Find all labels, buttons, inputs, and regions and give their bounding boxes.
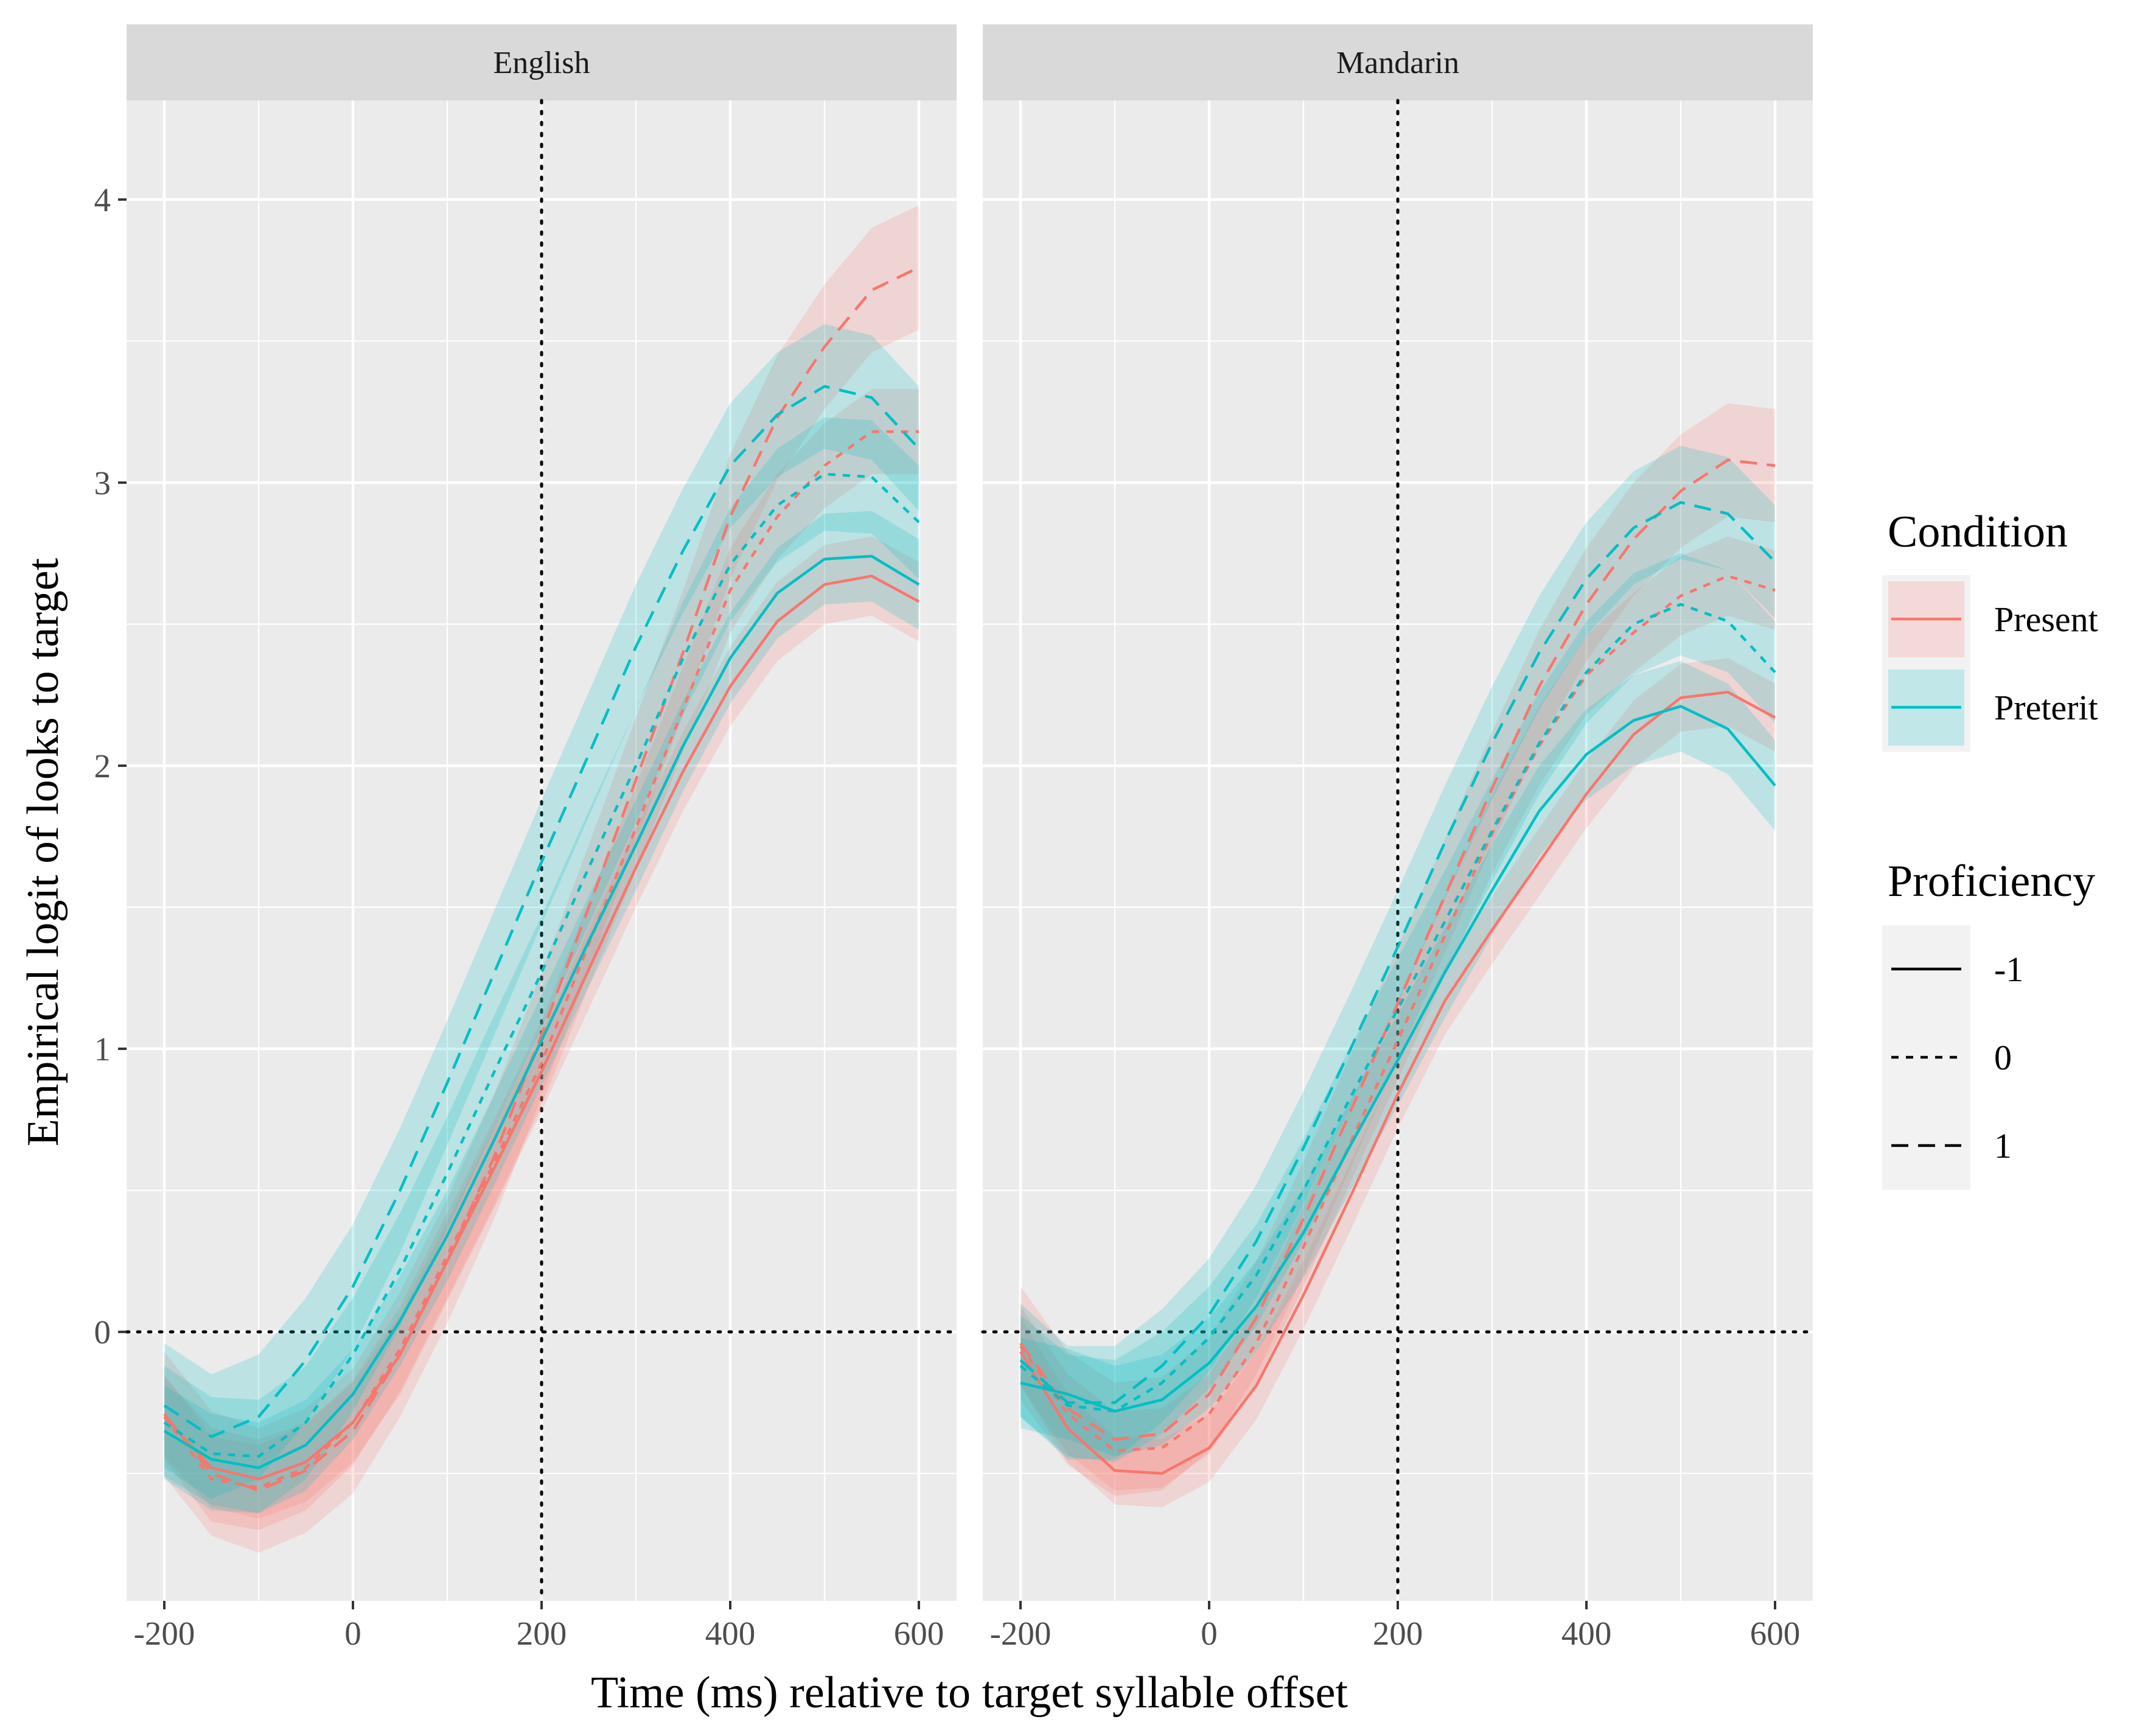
x-tick-label: 400 xyxy=(1561,1615,1612,1652)
x-tick-label: 600 xyxy=(1750,1615,1801,1652)
x-tick-label: 0 xyxy=(344,1615,361,1652)
legend-proficiency-keys: -1 0 1 xyxy=(1882,925,2023,1190)
ribbon-preterit-prof-neg1 xyxy=(164,511,919,1513)
legend-title-condition: Condition xyxy=(1888,507,2068,557)
x-tick-label: 400 xyxy=(705,1615,756,1652)
panel-mandarin: Mandarin -200 0 200 400 600 xyxy=(981,24,1815,1652)
strip-mandarin xyxy=(983,24,1813,100)
line-present-prof-neg1 xyxy=(1019,690,1776,1475)
reference-lines-english xyxy=(125,99,958,1603)
reference-lines-mandarin xyxy=(981,99,1815,1603)
y-tick-label: 4 xyxy=(94,181,111,219)
x-tick-label: -200 xyxy=(990,1615,1052,1652)
line-preterit-prof-neg1 xyxy=(163,555,920,1469)
panel-english: English -200 0 200 400 600 xyxy=(125,24,958,1652)
y-tick-label: 1 xyxy=(94,1030,111,1068)
legend-label-proficiency: 1 xyxy=(1994,1126,2012,1166)
line-present-prof-1 xyxy=(1019,458,1776,1441)
line-preterit-prof-1 xyxy=(163,385,920,1438)
ribbon-present-prof-neg1 xyxy=(1020,658,1775,1508)
x-tick-label: -200 xyxy=(134,1615,195,1652)
line-present-prof-1 xyxy=(163,266,919,1492)
x-axis-mandarin: -200 0 200 400 600 xyxy=(990,1601,1801,1652)
line-preterit-prof-1 xyxy=(1019,501,1776,1404)
y-axis-title: Empirical logit of looks to target xyxy=(18,558,68,1146)
ribbon-present-prof-0 xyxy=(1020,536,1775,1491)
ribbons-english xyxy=(164,205,919,1553)
y-tick-label: 3 xyxy=(94,464,111,502)
ribbon-preterit-prof-0 xyxy=(1020,553,1775,1463)
strip-label-mandarin: Mandarin xyxy=(1336,46,1459,80)
line-present-prof-0 xyxy=(163,430,919,1489)
x-tick-label: 200 xyxy=(517,1615,567,1652)
x-tick-label: 600 xyxy=(894,1615,944,1652)
line-preterit-prof-neg1 xyxy=(1020,705,1776,1413)
legend-label-present: Present xyxy=(1994,600,2098,639)
ribbon-present-prof-1 xyxy=(164,205,919,1553)
x-tick-label: 200 xyxy=(1373,1615,1423,1652)
line-preterit-prof-0 xyxy=(163,472,920,1458)
lines-mandarin xyxy=(1019,458,1776,1475)
lines-english xyxy=(163,266,920,1492)
legend-label-proficiency: 0 xyxy=(1994,1038,2012,1077)
legend-label-proficiency: -1 xyxy=(1994,950,2023,989)
y-axis: 0 1 2 3 4 xyxy=(94,181,127,1351)
x-axis-title: Time (ms) relative to target syllable of… xyxy=(591,1668,1348,1718)
y-tick-label: 0 xyxy=(94,1314,111,1351)
strip-label-english: English xyxy=(494,46,590,80)
ribbon-preterit-prof-1 xyxy=(1020,446,1775,1460)
legend: Condition Present Preterit Proficiency -1… xyxy=(1882,507,2098,1190)
legend-label-preterit: Preterit xyxy=(1994,688,2098,727)
ribbon-preterit-prof-0 xyxy=(164,417,919,1513)
strip-english xyxy=(127,24,957,100)
ribbon-preterit-prof-1 xyxy=(164,324,919,1499)
legend-condition-keys: Present Preterit xyxy=(1882,575,2098,752)
legend-title-proficiency: Proficiency xyxy=(1888,856,2095,906)
line-present-prof-neg1 xyxy=(163,575,920,1481)
y-tick-label: 2 xyxy=(94,747,111,785)
x-axis-english: -200 0 200 400 600 xyxy=(134,1601,944,1652)
x-tick-label: 0 xyxy=(1201,1615,1218,1652)
